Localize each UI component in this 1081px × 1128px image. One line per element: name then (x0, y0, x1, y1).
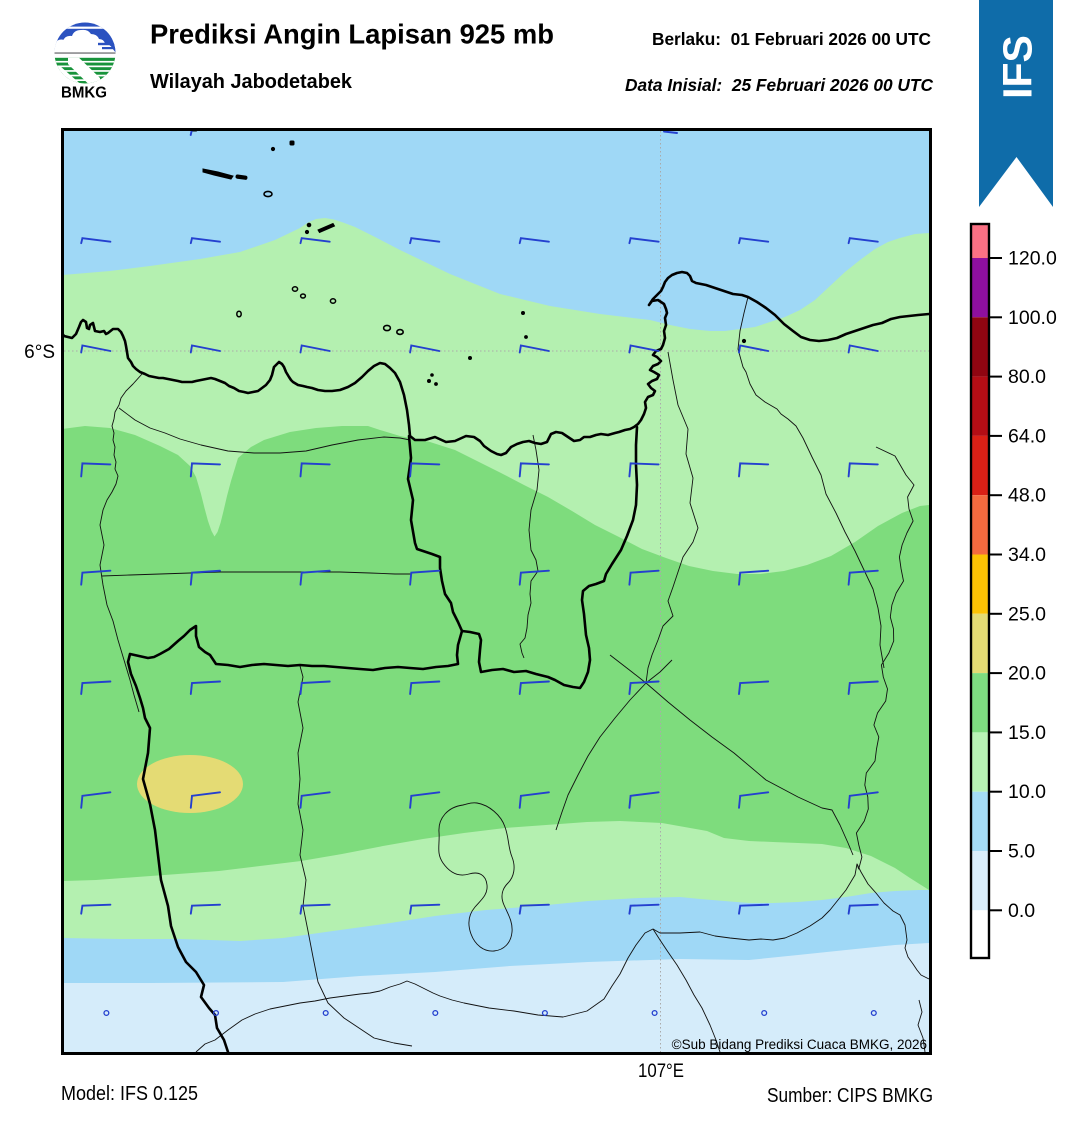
svg-text:6°S: 6°S (24, 342, 55, 363)
svg-text:Model: IFS 0.125: Model: IFS 0.125 (61, 1083, 198, 1105)
svg-text:Sumber: CIPS BMKG: Sumber: CIPS BMKG (767, 1085, 933, 1107)
svg-text:©Sub Bidang Prediksi Cuaca BMK: ©Sub Bidang Prediksi Cuaca BMKG, 2026 (672, 1037, 927, 1052)
svg-text:Prediksi Angin Lapisan 925 mb: Prediksi Angin Lapisan 925 mb (150, 19, 554, 50)
svg-text:BMKG: BMKG (61, 85, 107, 102)
svg-text:0.0: 0.0 (1008, 900, 1035, 922)
svg-text:64.0: 64.0 (1008, 425, 1046, 447)
svg-text:100.0: 100.0 (1008, 307, 1057, 329)
svg-text:34.0: 34.0 (1008, 544, 1046, 566)
svg-text:48.0: 48.0 (1008, 485, 1046, 507)
svg-text:IFS: IFS (995, 35, 1041, 99)
svg-text:25.0: 25.0 (1008, 603, 1046, 625)
svg-text:5.0: 5.0 (1008, 841, 1035, 863)
svg-text:120.0: 120.0 (1008, 248, 1057, 270)
svg-text:107°E: 107°E (638, 1061, 684, 1082)
svg-text:20.0: 20.0 (1008, 663, 1046, 685)
svg-text:80.0: 80.0 (1008, 366, 1046, 388)
svg-text:10.0: 10.0 (1008, 781, 1046, 803)
svg-text:Wilayah Jabodetabek: Wilayah Jabodetabek (150, 71, 353, 93)
svg-text:Data Inisial: 25 Februari 202: Data Inisial: 25 Februari 2026 00 UTC (625, 75, 933, 95)
svg-text:Berlaku: 01 Februari 2026 00: Berlaku: 01 Februari 2026 00 UTC (652, 29, 931, 49)
svg-text:15.0: 15.0 (1008, 722, 1046, 744)
